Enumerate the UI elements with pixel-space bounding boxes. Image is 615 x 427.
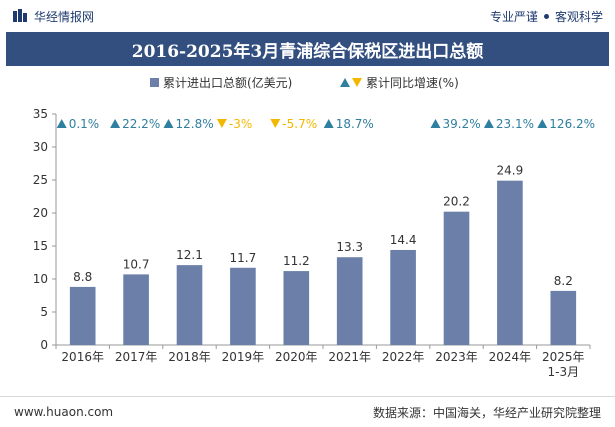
bar-value-label: 12.1: [176, 248, 203, 262]
y-tick-label: 0: [40, 338, 48, 352]
bar-value-label: 11.2: [283, 254, 310, 268]
growth-label: -3%: [229, 117, 252, 131]
growth-down-triangle-icon: [216, 119, 227, 128]
legend-label-growth: 累计同比增速(%): [366, 76, 459, 90]
growth-up-triangle-icon: [430, 119, 441, 128]
growth-label: 12.8%: [176, 117, 214, 131]
x-tick-label: 2016年: [61, 350, 104, 364]
bar: [176, 265, 203, 345]
x-tick-label: 1-3月: [547, 365, 579, 379]
y-tick-label: 35: [33, 107, 48, 121]
x-tick-label: 2018年: [168, 350, 211, 364]
tagline: 专业严谨 客观科学: [490, 8, 603, 25]
legend-down-triangle-icon: [352, 78, 362, 87]
chart: 累计进出口总额(亿美元) 累计同比增速(%) 0 5 10 15 20 25 30 35 8.8 20…: [33, 75, 595, 379]
x-tick-label: 2025年: [542, 350, 585, 364]
growth-down-triangle-icon: [270, 119, 281, 128]
bar-value-label: 14.4: [390, 233, 417, 247]
tagline-right: 客观科学: [554, 9, 603, 24]
growth-up-triangle-icon: [163, 119, 174, 128]
y-tick-label: 30: [33, 140, 48, 154]
x-tick-label: 2023年: [435, 350, 478, 364]
growth-label: 39.2%: [443, 117, 481, 131]
y-tick-label: 10: [33, 272, 48, 286]
x-tick-label: 2022年: [382, 350, 425, 364]
bar: [550, 290, 577, 345]
bar-value-label: 8.8: [73, 270, 92, 284]
bar: [69, 286, 96, 345]
brand: 华经情报网: [12, 8, 94, 25]
bar: [497, 180, 523, 345]
bar: [123, 274, 149, 345]
growth-up-triangle-icon: [110, 119, 121, 128]
growth-label: 22.2%: [122, 117, 160, 131]
bar: [283, 271, 310, 345]
chart-title-bar: 2016-2025年3月青浦综合保税区进出口总额: [6, 32, 609, 66]
growth-label: 23.1%: [496, 117, 534, 131]
x-tick-label: 2019年: [222, 350, 265, 364]
bar: [390, 249, 416, 345]
x-tick-label: 2021年: [328, 350, 371, 364]
y-tick-label: 25: [33, 173, 48, 187]
brand-logo-icon: [13, 9, 27, 22]
legend-label-bar: 累计进出口总额(亿美元): [163, 75, 292, 90]
bar: [443, 211, 470, 345]
footer-website: www.huaon.com: [14, 405, 114, 419]
bar-value-label: 10.7: [123, 257, 150, 271]
bar-value-label: 8.2: [554, 274, 573, 288]
footer: www.huaon.com 数据来源：中国海关，华经产业研究院整理: [0, 396, 615, 427]
growth-label: 126.2%: [549, 117, 595, 131]
growth-label: 0.1%: [69, 117, 100, 131]
growth-up-triangle-icon: [323, 119, 334, 128]
y-tick-label: 20: [33, 206, 48, 220]
bar: [230, 267, 256, 345]
legend-swatch-bar: [150, 78, 159, 87]
footer-source: 数据来源：中国海关，华经产业研究院整理: [372, 405, 601, 420]
bar: [336, 257, 363, 345]
y-tick-label: 15: [33, 239, 48, 253]
brand-name: 华经情报网: [34, 9, 95, 24]
growth-up-triangle-icon: [56, 119, 67, 128]
growth-up-triangle-icon: [483, 119, 494, 128]
y-tick-label: 5: [40, 305, 48, 319]
top-bar: 华经情报网 专业严谨 客观科学: [0, 0, 615, 32]
tagline-left: 专业严谨: [489, 9, 538, 24]
x-tick-label: 2024年: [489, 350, 532, 364]
bar-value-label: 11.7: [230, 251, 257, 265]
bar-value-label: 20.2: [443, 195, 470, 209]
growth-label: 18.7%: [336, 117, 374, 131]
bar-value-label: 24.9: [497, 164, 524, 178]
x-tick-label: 2020年: [275, 350, 318, 364]
chart-title: 2016-2025年3月青浦综合保税区进出口总额: [131, 41, 484, 62]
growth-up-triangle-icon: [537, 119, 548, 128]
tagline-dot-icon: [543, 13, 549, 19]
legend-up-triangle-icon: [340, 78, 350, 87]
x-tick-label: 2017年: [115, 350, 158, 364]
bar-value-label: 13.3: [336, 240, 363, 254]
growth-label: -5.7%: [282, 117, 317, 131]
